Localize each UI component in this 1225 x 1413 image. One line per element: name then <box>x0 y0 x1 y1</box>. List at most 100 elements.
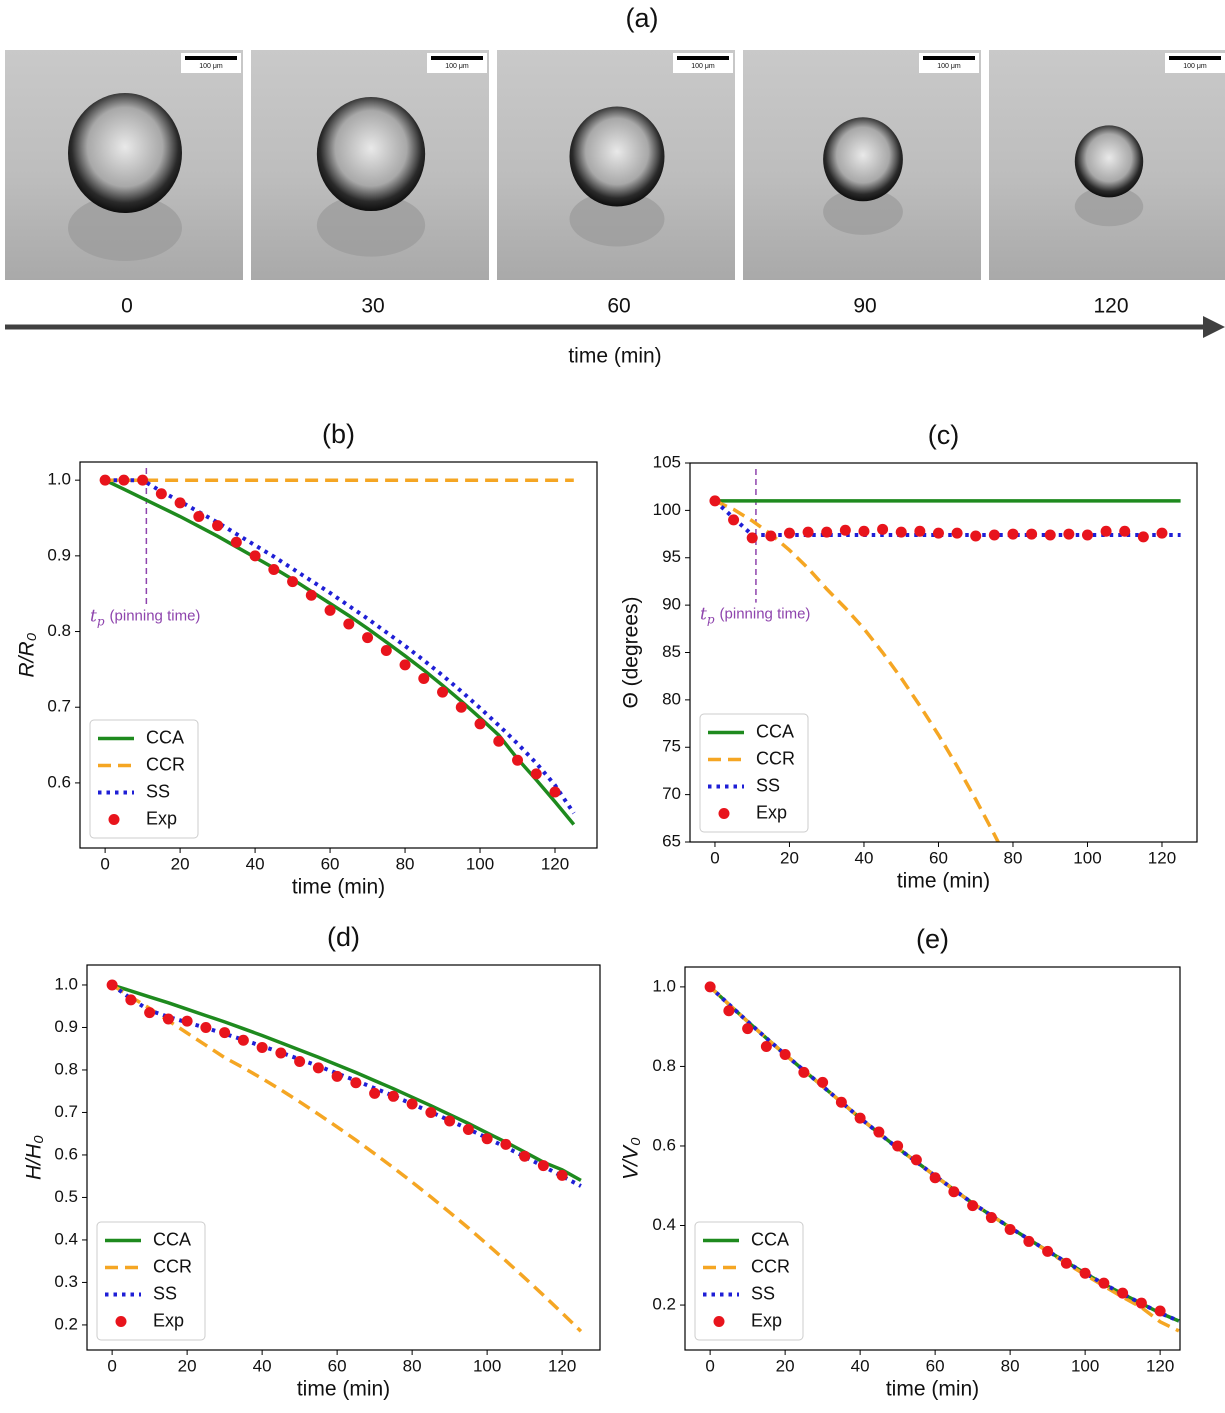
exp-point <box>742 1023 754 1035</box>
annotation: tp (pinning time) <box>700 604 810 626</box>
exp-point <box>728 514 740 526</box>
annotation-symbol: t <box>90 606 97 626</box>
legend-label: CCA <box>146 727 184 747</box>
exp-point <box>162 1013 174 1025</box>
exp-point <box>406 1098 418 1110</box>
y-tick-label: 1.0 <box>54 974 78 993</box>
x-tick-label: 100 <box>473 1356 501 1375</box>
exp-point <box>1137 531 1149 543</box>
exp-point <box>549 786 561 798</box>
x-tick-label: 20 <box>776 1356 795 1375</box>
y-tick-label: 105 <box>653 452 681 471</box>
droplet <box>823 117 903 202</box>
y-tick-label: 85 <box>662 642 681 661</box>
y-tick-label: 0.2 <box>652 1295 676 1314</box>
exp-point <box>1100 525 1112 537</box>
time-label: 120 <box>1093 295 1128 318</box>
y-tick-label: 0.4 <box>54 1229 78 1248</box>
droplet <box>316 97 426 212</box>
scale-bar-label: 100 μm <box>937 63 961 70</box>
x-tick-label: 120 <box>1146 1356 1174 1375</box>
exp-point <box>287 576 299 588</box>
exp-point <box>985 1212 997 1224</box>
legend-marker <box>115 1316 127 1327</box>
exp-point <box>481 1133 493 1145</box>
legend-label: CCA <box>756 721 794 741</box>
y-axis-label: Θ (degrees) <box>620 596 643 708</box>
legend-box <box>89 719 199 839</box>
y-tick-label: 0.8 <box>47 621 71 640</box>
scale-bar <box>185 56 237 60</box>
exp-point <box>779 1048 791 1060</box>
exp-point <box>760 1041 772 1053</box>
legend-label: CCR <box>751 1256 790 1276</box>
plot-area <box>106 979 583 1333</box>
y-tick-label: 1.0 <box>47 470 71 489</box>
plot-frame <box>79 461 598 849</box>
x-tick-label: 80 <box>1004 848 1023 867</box>
x-tick-label: 0 <box>107 1356 116 1375</box>
y-tick-label: 65 <box>662 831 681 850</box>
exp-point <box>1044 529 1056 541</box>
x-axis-label: time (min) <box>897 870 990 893</box>
y-tick-label: 95 <box>662 547 681 566</box>
exp-point <box>914 525 926 537</box>
y-tick-label: 75 <box>662 737 681 756</box>
plot-area <box>99 468 576 826</box>
exp-point <box>817 1076 829 1088</box>
y-axis-label: H/H₀ <box>23 1135 46 1180</box>
exp-point <box>1081 529 1093 541</box>
scale-bar-label: 100 μm <box>691 63 715 70</box>
exp-point <box>873 1126 885 1138</box>
legend-label: SS <box>751 1283 775 1303</box>
arrow-head <box>1203 316 1225 338</box>
exp-point <box>1117 1287 1129 1299</box>
exp-point <box>895 526 907 538</box>
x-tick-label: 80 <box>1001 1356 1020 1375</box>
exp-point <box>530 768 542 780</box>
exp-point <box>343 618 355 630</box>
plot-area <box>704 981 1180 1333</box>
x-tick-label: 0 <box>710 848 719 867</box>
legend-label: SS <box>146 781 170 801</box>
legend-label: Exp <box>153 1310 184 1330</box>
exp-point <box>723 1005 735 1017</box>
exp-point <box>802 526 814 538</box>
exp-point <box>219 1027 231 1039</box>
exp-point <box>212 520 224 532</box>
annotation-text: (pinning time) <box>110 607 201 624</box>
exp-point <box>783 527 795 539</box>
exp-point <box>877 523 889 535</box>
legend-label: CCR <box>153 1256 192 1276</box>
exp-point <box>106 979 118 991</box>
x-tick-label: 0 <box>100 854 109 873</box>
exp-point <box>929 1172 941 1184</box>
exp-point <box>380 644 392 656</box>
y-tick-label: 0.4 <box>652 1215 676 1234</box>
exp-point <box>1079 1267 1091 1279</box>
exp-point <box>967 1200 979 1212</box>
exp-point <box>268 563 280 575</box>
y-tick-label: 0.3 <box>54 1272 78 1291</box>
legend: CCA CCR SS Exp <box>694 1221 804 1341</box>
exp-point <box>118 474 130 486</box>
exp-point <box>256 1041 268 1053</box>
exp-point <box>99 474 111 486</box>
exp-point <box>230 536 242 548</box>
exp-point <box>312 1062 324 1074</box>
exp-point <box>437 686 449 698</box>
exp-point <box>932 527 944 539</box>
exp-point <box>835 1096 847 1108</box>
chart: (e) time (min) V/V₀ 0 20 40 60 80 100 120 0.2 0.4 0.… <box>620 924 1181 1401</box>
exp-point <box>418 672 430 684</box>
exp-point <box>988 529 1000 541</box>
photo: 100 μm <box>743 50 981 280</box>
exp-point <box>249 550 261 562</box>
legend: CCA CCR SS Exp <box>699 713 809 833</box>
legend-marker <box>718 808 730 819</box>
x-tick-label: 60 <box>926 1356 945 1375</box>
legend: CCA CCR SS Exp <box>89 719 199 839</box>
exp-point <box>1060 1257 1072 1269</box>
exp-point <box>1023 1235 1035 1247</box>
y-tick-label: 0.2 <box>54 1314 78 1333</box>
